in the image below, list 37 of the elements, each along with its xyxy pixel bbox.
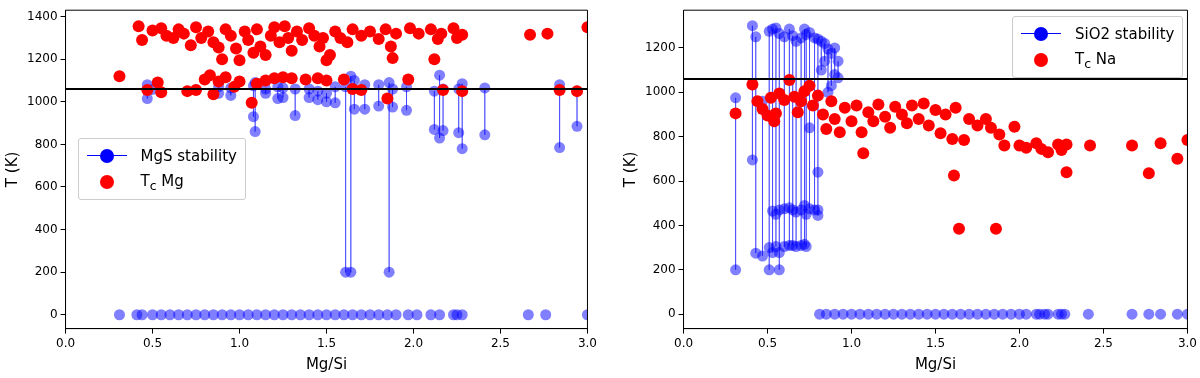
- y-tick-label: 600: [652, 173, 676, 188]
- y-tick-label: 1000: [644, 84, 676, 99]
- x-tick-label: 2.0: [1009, 335, 1030, 350]
- y-tick-label: 1400: [26, 8, 58, 23]
- y-tick-label: 800: [652, 128, 676, 143]
- y-tick-label: 400: [34, 221, 58, 236]
- x-tick-label: 2.0: [403, 335, 424, 350]
- x-tick-label: 1.5: [316, 335, 337, 350]
- y-tick-label: 1200: [644, 40, 676, 55]
- x-tick-label: 0.0: [673, 335, 694, 350]
- y-tick-label: 800: [34, 136, 58, 151]
- x-axis-title: Mg/Si: [914, 354, 957, 373]
- x-tick-label: 2.5: [490, 335, 511, 350]
- y-tick-label: 600: [34, 179, 58, 194]
- x-tick-label: 1.5: [925, 335, 946, 350]
- x-tick-label: 3.0: [577, 335, 597, 350]
- y-tick-label: 1200: [26, 51, 58, 66]
- y-tick-label: 0: [667, 306, 676, 321]
- x-tick-label: 1.0: [841, 335, 862, 350]
- legend-label: MgS stability: [140, 147, 237, 166]
- y-axis-title: T (K): [2, 151, 21, 189]
- x-tick-label: 2.5: [1093, 335, 1114, 350]
- y-tick-label: 200: [34, 264, 58, 279]
- y-tick-label: 200: [652, 261, 676, 276]
- y-tick-label: 0: [49, 306, 58, 321]
- x-tick-label: 1.0: [229, 335, 250, 350]
- y-tick-label: 1000: [26, 93, 58, 108]
- y-tick-label: 400: [652, 217, 676, 232]
- legend-label: T$_{c}$ Na: [1074, 49, 1117, 71]
- x-tick-label: 0.0: [55, 335, 76, 350]
- x-tick-label: 0.5: [757, 335, 778, 350]
- x-axis-title: Mg/Si: [305, 354, 348, 373]
- x-tick-label: 3.0: [1177, 335, 1197, 350]
- legend-label: T$_{c}$ Mg: [140, 171, 184, 193]
- y-axis-title: T (K): [620, 151, 639, 189]
- x-tick-label: 0.5: [142, 335, 163, 350]
- legend-label: SiO2 stability: [1074, 25, 1175, 44]
